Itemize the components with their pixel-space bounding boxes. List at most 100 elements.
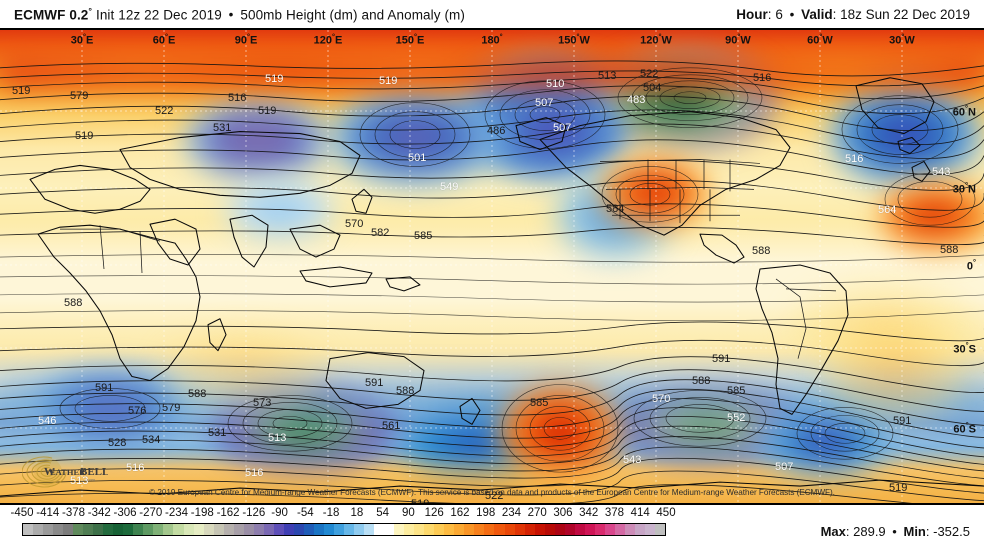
contour-value-label: 534 (142, 434, 161, 446)
lon-label-60E: 60°E (152, 32, 176, 47)
contour-value-label: 552 (727, 412, 746, 424)
logo-text-bell: BELL (80, 466, 108, 478)
lon-label-60W: 60°W (807, 32, 833, 47)
minmax-bullet: • (892, 524, 897, 539)
contour-value-label: 501 (408, 152, 427, 164)
logo-text: EATHER (50, 467, 86, 477)
colorbar-panel: -450 -414 -378 -342 -306 -270 -234 -198 -162 -126… (0, 507, 984, 546)
contour-value-label: 585 (414, 230, 433, 242)
contour-value-label: 588 (188, 388, 207, 400)
contour-value-label: 570 (652, 393, 671, 405)
colorbar-swatch (243, 524, 254, 535)
contour-value-label: 504 (643, 82, 662, 94)
colorbar-swatch (584, 524, 595, 535)
contour-value-label: 522 (155, 105, 174, 117)
contour-value-label: 573 (253, 397, 272, 409)
contour-value-label: 576 (128, 405, 147, 417)
colorbar-tick-198: 198 (476, 507, 496, 519)
colorbar-swatch (223, 524, 234, 535)
contour-value-label: 588 (940, 244, 959, 256)
colorbar-swatch (293, 524, 304, 535)
contour-value-label: 519 (265, 73, 284, 85)
contour-value-label: 513 (268, 432, 287, 444)
colorbar-swatch (143, 524, 154, 535)
map-raster: 519 579 519 522 516 531 519 519 519 501 549 486 507 5… (0, 30, 984, 503)
colorbar-tick-450: 450 (656, 507, 676, 519)
colorbar-tick-378: 378 (604, 507, 625, 519)
colorbar-swatch (654, 524, 665, 535)
colorbar-swatch (83, 524, 94, 535)
lon-label-180: 180° (481, 32, 503, 47)
colorbar-tick--54: -54 (297, 507, 314, 519)
contour-value-label: 519 (411, 498, 430, 505)
lat-label-30S: 30°S (953, 340, 976, 356)
colorbar-swatch (233, 524, 244, 535)
colorbar-swatch (524, 524, 535, 535)
contour-value-label: 591 (95, 382, 114, 394)
degree-symbol: ° (88, 5, 93, 16)
logo-text-w: W (44, 466, 55, 478)
colorbar-swatch (504, 524, 515, 535)
valid-label: Valid (801, 6, 833, 22)
colorbar-swatch (273, 524, 284, 535)
field-name: 500mb Height (dm) and Anomaly (m) (240, 7, 465, 23)
colorbar-tick-306: 306 (553, 507, 573, 519)
colorbar-tick-18: 18 (350, 507, 364, 519)
colorbar-tick--234: -234 (165, 507, 189, 519)
colorbar-swatch (514, 524, 525, 535)
contour-value-label: 585 (530, 397, 549, 409)
weatherbell-logo[interactable]: EATHER W BELL .com (21, 453, 109, 491)
colorbar-swatch (474, 524, 485, 535)
colorbar-swatch (113, 524, 124, 535)
lon-label-150W: 150°W (558, 32, 590, 47)
colorbar-swatch (414, 524, 425, 535)
header-title-right: Hour: 6 • Valid: 18z Sun 22 Dec 2019 (736, 6, 970, 22)
contour-value-label: 564 (878, 204, 897, 216)
logo-text-com: .com (86, 477, 95, 482)
colorbar-swatch (263, 524, 274, 535)
colorbar-swatch (354, 524, 365, 535)
contour-value-label: 549 (440, 181, 459, 193)
lat-label-60N: 60°N (952, 103, 976, 119)
lon-label-120W: 120°W (640, 32, 672, 47)
colorbar-swatch (253, 524, 264, 535)
contour-value-label: 591 (712, 353, 731, 365)
contour-value-label: 582 (371, 227, 390, 239)
model-name: ECMWF 0.2 (14, 7, 89, 23)
colorbar-swatch (364, 524, 375, 535)
ecmwf-attribution: © 2019 European Centre for Medium-range … (149, 488, 835, 497)
header-bullet-1: • (228, 7, 234, 23)
contour-value-label: 513 (598, 70, 617, 82)
colorbar-tick--126: -126 (242, 507, 266, 519)
colorbar-swatch (424, 524, 435, 535)
lat-label-60S: 60°S (953, 420, 976, 436)
colorbar-swatch (534, 524, 545, 535)
max-label: Max (820, 524, 846, 539)
colorbar-swatch (374, 524, 385, 535)
contour-value-label: 516 (753, 72, 772, 84)
lon-label-90E: 90°E (234, 32, 258, 47)
colorbar-swatch (394, 524, 405, 535)
colorbar-swatch (43, 524, 54, 535)
max-value: 289.9 (853, 524, 886, 539)
contour-value-label: 522 (485, 490, 504, 502)
colorbar-tick--450: -450 (10, 507, 34, 519)
map-panel[interactable]: 519 579 519 522 516 531 519 519 519 501 549 486 507 5… (0, 30, 984, 505)
contour-value-label: 513 (70, 475, 89, 487)
contour-value-label: 516 (845, 153, 864, 165)
colorbar-swatch (203, 524, 214, 535)
contour-value-label: 528 (108, 437, 127, 449)
colorbar-swatch (313, 524, 324, 535)
lon-label-150E: 150°E (395, 32, 425, 47)
colorbar-swatch (63, 524, 74, 535)
contour-value-label: 585 (727, 385, 746, 397)
colorbar-tick-162: 162 (450, 507, 470, 519)
contour-value-label: 507 (535, 97, 554, 109)
header-bullet-2: • (789, 6, 795, 22)
colorbar-tick--90: -90 (271, 507, 288, 519)
colorbar-swatch (33, 524, 44, 535)
contour-value-label: 546 (38, 415, 57, 427)
contour-value-label: 516 (245, 467, 264, 479)
colorbar-swatch (454, 524, 465, 535)
colorbar-swatch (123, 524, 134, 535)
